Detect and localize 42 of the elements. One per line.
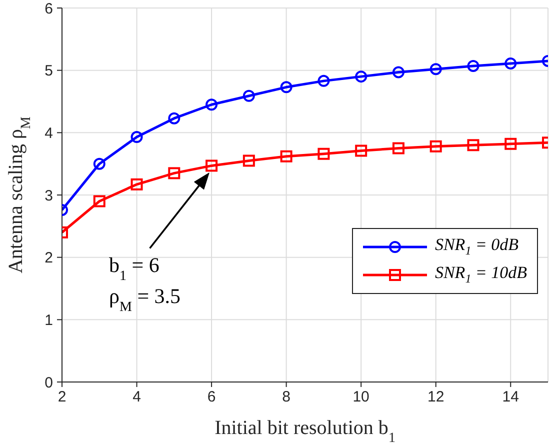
point [318, 74, 330, 87]
point [206, 160, 218, 172]
point [130, 178, 143, 190]
point [280, 150, 292, 162]
point [168, 112, 180, 124]
point [430, 140, 442, 152]
point [392, 66, 404, 78]
x-tick-label: 8 [282, 388, 290, 406]
x-tick-label: 10 [352, 388, 370, 406]
legend-label: SNR$_{1}$ = 10dB [434, 263, 527, 286]
x-axis-title: Initial bit resolution b$_{1}$ [214, 417, 396, 446]
point [242, 90, 255, 102]
x-tick-label: 6 [207, 388, 216, 406]
point [467, 60, 480, 72]
point [392, 142, 404, 154]
x-tick-label: 4 [132, 388, 141, 406]
y-tick-label: 5 [44, 62, 53, 80]
point [430, 63, 442, 76]
y-tick-label: 3 [44, 187, 53, 204]
y-tick-label: 0 [44, 374, 53, 392]
y-tick-label: 6 [44, 0, 53, 18]
point [130, 131, 143, 144]
annotation: b$_{1}$ = 6 ρ$_{M}$ = 3.5 [109, 253, 181, 314]
point [355, 70, 368, 83]
y-tick-label: 1 [44, 312, 53, 329]
point [355, 144, 368, 157]
point [318, 148, 330, 160]
x-tick-label: 14 [502, 388, 519, 406]
point [242, 154, 255, 167]
point [504, 138, 517, 150]
point [504, 57, 517, 70]
point [280, 81, 292, 94]
point [168, 167, 180, 180]
x-tick-label: 2 [58, 388, 66, 406]
point [93, 158, 106, 170]
point [467, 139, 480, 152]
point [93, 195, 106, 208]
y-tick-label: 2 [44, 250, 53, 267]
x-tick-label: 12 [428, 388, 444, 406]
y-tick-label: 4 [44, 124, 53, 142]
legend-label: SNR$_{1}$ = 0dB [434, 235, 518, 258]
point [206, 98, 218, 111]
